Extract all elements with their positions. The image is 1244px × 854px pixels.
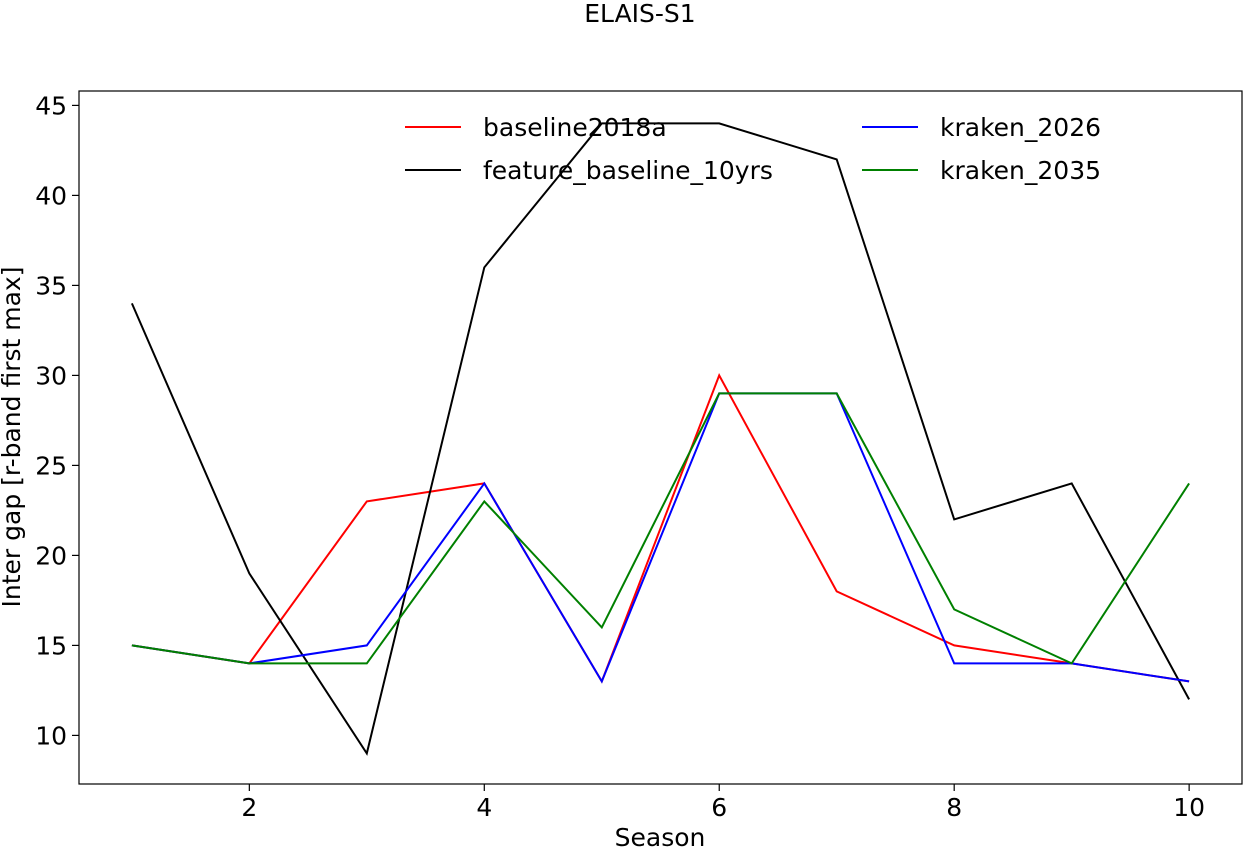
series-line-kraken-2026 bbox=[131, 392, 1190, 684]
legend-label-kraken-2035: kraken_2035 bbox=[940, 156, 1101, 185]
chart-title: ELAIS-S1 bbox=[584, 0, 695, 28]
y-tick-label: 25 bbox=[35, 451, 67, 480]
y-tick-label: 45 bbox=[35, 91, 67, 120]
x-tick-label: 4 bbox=[476, 793, 492, 822]
x-tick-label: 10 bbox=[1173, 793, 1205, 822]
y-tick-label: 10 bbox=[35, 721, 67, 750]
x-tick-label: 8 bbox=[946, 793, 962, 822]
y-tick-label: 30 bbox=[35, 361, 67, 390]
legend: baseline2018a feature_baseline_10yrs krake… bbox=[405, 113, 1101, 185]
series-line-kraken-2035 bbox=[131, 392, 1190, 665]
y-axis-label: Inter gap [r-band first max] bbox=[0, 267, 26, 608]
y-tick-label: 35 bbox=[35, 271, 67, 300]
y-tick-label: 40 bbox=[35, 181, 67, 210]
x-axis-label: Season bbox=[615, 823, 706, 852]
x-tick-label: 2 bbox=[241, 793, 257, 822]
x-tick-label: 6 bbox=[711, 793, 727, 822]
legend-label-feature-baseline-10yrs: feature_baseline_10yrs bbox=[483, 156, 773, 185]
y-tick-label: 15 bbox=[35, 631, 67, 660]
series-line-feature-baseline-10yrs bbox=[130, 122, 1190, 756]
y-tick-label: 20 bbox=[35, 541, 67, 570]
series-line-baseline2018a bbox=[131, 373, 1190, 684]
legend-label-kraken-2026: kraken_2026 bbox=[940, 113, 1101, 142]
y-axis-ticks: 10 15 20 25 30 35 40 45 bbox=[35, 91, 79, 750]
plot-lines bbox=[130, 122, 1190, 756]
x-axis-ticks: 2 4 6 8 10 bbox=[241, 784, 1205, 822]
plot-frame bbox=[78, 90, 1243, 785]
legend-label-baseline2018a: baseline2018a bbox=[483, 113, 667, 142]
